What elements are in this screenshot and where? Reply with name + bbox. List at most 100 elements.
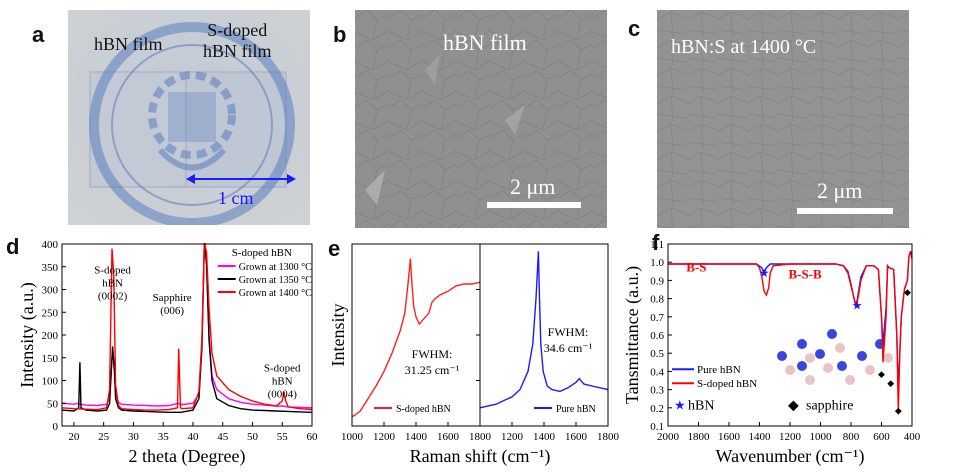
peak-annotation-1: hBN	[102, 278, 123, 290]
fwhm-annotation-1: FWHM:	[412, 347, 453, 361]
panel-letter-a: a	[32, 22, 45, 47]
x-tick-label: 1200	[779, 431, 802, 443]
x-tick-label: 1800	[597, 431, 620, 443]
atom-boron	[777, 351, 787, 361]
hbn-star-marker: ★	[852, 299, 863, 313]
atom-nitrogen	[883, 353, 893, 363]
sapphire-diamond-marker: ◆	[878, 369, 885, 379]
bond-annotation-bsb: B-S-B	[788, 267, 822, 282]
y-tick-label: 100	[42, 376, 59, 388]
y-tick-label: 0.9	[650, 275, 664, 287]
y-tick-label: 0.8	[650, 294, 664, 306]
x-tick-label: 40	[187, 431, 199, 443]
x-tick-label: 55	[277, 431, 289, 443]
panel-letter-e: e	[328, 236, 341, 261]
title-c: hBN:S at 1400 °C	[671, 36, 817, 58]
atom-nitrogen	[785, 365, 795, 375]
y-axis-label: Tansmittance (a.u.)	[622, 266, 643, 404]
x-tick-label: 35	[158, 431, 170, 443]
atom-nitrogen	[865, 365, 875, 375]
x-tick-label: 800	[843, 431, 860, 443]
panel-letter-c: c	[628, 16, 641, 41]
molecular-structure-illustrations	[777, 329, 893, 385]
legend-star-icon: ★	[674, 398, 686, 413]
scale-bar-b	[487, 202, 581, 208]
fwhm-annotation-2: 34.6 cm⁻¹	[544, 341, 593, 355]
hbn-star-marker: ★	[759, 266, 770, 280]
scale-label-c: 2 μm	[817, 178, 863, 203]
y-tick-label: 0.3	[650, 385, 664, 397]
x-tick-label: 1600	[437, 431, 460, 443]
legend-entry-3: Grown at 1400 °C	[239, 288, 312, 299]
photo-film-sample: hBN film S-doped hBN film 1 cm	[68, 10, 310, 225]
ftir-chart: 2000 1800 1600 1400 1200 1000 800 600 400 0.1 0.2 0…	[622, 239, 921, 467]
sem-image-hbn: hBN film 2 μm	[355, 10, 607, 228]
raman-subplot-frame-1	[351, 243, 481, 427]
x-axis-label: Raman shift (cm⁻¹)	[410, 446, 551, 467]
atom-boron	[837, 361, 847, 371]
panel-letter-f: f	[652, 230, 660, 255]
raman-subplot-frame-2	[479, 243, 609, 427]
bond-annotation-bs: B-S	[686, 259, 706, 274]
film-photo-graphic	[68, 10, 310, 225]
xrd-series-line-3	[61, 243, 313, 411]
y-tick-label: 1.0	[650, 257, 664, 269]
atom-boron	[797, 339, 807, 349]
legend-entry-1: Grown at 1300 °C	[239, 262, 312, 273]
y-tick-label: 350	[42, 262, 59, 274]
y-tick-label: 0.1	[650, 421, 664, 433]
atom-boron	[857, 351, 867, 361]
peak-annotation-3: (0004)	[268, 388, 298, 400]
y-tick-label: 1.1	[650, 239, 664, 251]
atom-nitrogen	[845, 375, 855, 385]
label-sdoped-line2: hBN film	[203, 41, 272, 61]
y-tick-label: 0.6	[650, 330, 664, 342]
y-tick-label: 0.5	[650, 348, 664, 360]
y-tick-label: 0	[53, 421, 59, 433]
y-tick-label: 250	[42, 307, 59, 319]
x-axis-label: Wavenumber (cm⁻¹)	[716, 446, 865, 467]
x-tick-label: 1800	[469, 431, 492, 443]
x-tick-label: 2000	[657, 431, 680, 443]
legend-hbn-marker-label: hBN	[688, 399, 714, 414]
x-tick-label: 600	[873, 431, 890, 443]
y-axis-label: Intensity (a.u.)	[17, 282, 38, 387]
x-tick-label: 1000	[810, 431, 833, 443]
legend-entry-2: Grown at 1350 °C	[239, 275, 312, 286]
x-tick-label: 45	[217, 431, 229, 443]
raman-legend-entry-2: Pure hBN	[556, 404, 596, 415]
xrd-chart: 20 25 30 35 40 45 50 55 60 0 50 100 150 200 250 300 350 4…	[17, 239, 318, 467]
peak-annotation-2: Sapphire	[153, 292, 192, 304]
atom-nitrogen	[835, 343, 845, 353]
atom-boron	[797, 361, 807, 371]
x-tick-label: 1600	[718, 431, 741, 443]
university-seal-emblem	[89, 22, 295, 225]
scale-label-1cm: 1 cm	[218, 188, 254, 208]
y-axis-label: Intensity	[328, 304, 348, 367]
sem-texture-hbns	[657, 10, 909, 228]
raman-series-line-1	[351, 258, 481, 418]
peak-annotation-3: hBN	[272, 375, 293, 387]
sapphire-diamond-marker: ◆	[895, 405, 902, 415]
x-tick-label: 1600	[565, 431, 588, 443]
legend-diamond-icon: ◆	[788, 399, 799, 414]
sem-texture-hbn	[355, 10, 607, 228]
xrd-series-line-2	[61, 243, 313, 414]
atom-nitrogen	[805, 353, 815, 363]
panel-letter-d: d	[6, 234, 20, 259]
y-tick-label: 0.4	[650, 366, 664, 378]
raman-legend-entry-1: S-doped hBN	[396, 404, 451, 415]
x-tick-label: 1200	[501, 431, 524, 443]
x-tick-label: 1400	[749, 431, 772, 443]
x-tick-label: 30	[128, 431, 140, 443]
y-tick-label: 0.7	[650, 312, 664, 324]
scale-arrow-1cm	[186, 174, 296, 184]
sem-image-hbns: hBN:S at 1400 °C 2 μm	[657, 10, 909, 228]
panel-letter-b: b	[333, 22, 347, 47]
peak-annotation-2: (006)	[160, 305, 184, 317]
y-tick-label: 300	[42, 285, 59, 297]
sapphire-diamond-marker: ◆	[904, 287, 911, 297]
y-tick-label: 200	[42, 330, 59, 342]
label-sdoped-line1: S-doped	[207, 20, 268, 40]
legend-title: S-doped hBN	[232, 247, 292, 259]
